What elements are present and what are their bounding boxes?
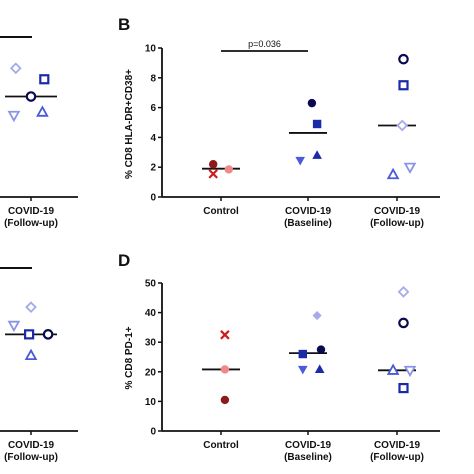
left-bottom-point-circle-open-3 <box>42 329 54 340</box>
left-bottom-point-triangle-down-open-1 <box>7 320 21 333</box>
panel-d-point-diamond-filled-3 <box>312 310 322 321</box>
panel-d-x-tick-label-line-1: (Baseline) <box>284 452 332 463</box>
panel-b-point-circle-open-7 <box>398 53 409 65</box>
panel-d-point-circle-filled-2 <box>220 395 230 405</box>
left-bottom-point-square-open-2 <box>24 329 35 340</box>
panel-d-point-triangle-down-open-11 <box>403 365 417 378</box>
panel-d-y-tick-label: 20 <box>145 367 157 378</box>
panel-b-y-tick-label: 8 <box>150 73 156 84</box>
panel-d-x-tick-label: COVID-19 (Baseline) <box>284 440 332 463</box>
left-bottom-x-tick-label-line-1: (Follow-up) <box>4 452 58 463</box>
panel-b-y-tick-label: 10 <box>145 44 157 55</box>
left-bottom-x-tick-label: COVID-19 (Follow-up) <box>4 440 58 463</box>
panel-b-point-x-1 <box>208 169 218 179</box>
panel-d-point-circle-filled-4 <box>316 345 326 354</box>
panel-b-x-tick-label-line-1: (Follow-up) <box>370 218 424 229</box>
left-top-panel: COVID-19 (Follow-up) <box>0 36 78 229</box>
panel-d-y-tick-label: 50 <box>145 279 157 290</box>
panel-b-point-triangle-down-open-10 <box>403 162 417 175</box>
panel-d-x-tick-label: COVID-19 (Follow-up) <box>370 440 424 463</box>
panel-d-x-tick-label-line-0: Control <box>203 440 239 451</box>
panel-b-x-tick-label: Control <box>203 206 239 217</box>
panel-b-y-tick-label: 0 <box>150 193 156 204</box>
panel-d-point-x-0 <box>220 330 230 340</box>
panel-b-point-triangle-up-open-11 <box>386 167 400 180</box>
panel-d-x-tick-label-line-1: (Follow-up) <box>370 452 424 463</box>
panel-d-point-triangle-up-filled-7 <box>314 364 325 374</box>
panel-b-y-tick-label: 2 <box>150 163 156 174</box>
panel-label-b: B <box>118 15 130 34</box>
panel-d-x-tick-label: Control <box>203 440 239 451</box>
left-top-point-triangle-down-open-3 <box>7 110 21 123</box>
panel-b-point-triangle-up-filled-6 <box>312 150 322 159</box>
panel-label-d: D <box>118 251 130 270</box>
left-bottom-x-tick-label-line-0: COVID-19 <box>8 440 55 451</box>
left-top-point-circle-open-2 <box>25 91 37 102</box>
panel-b-point-triangle-down-filled-5 <box>295 156 305 166</box>
left-bottom-panel: COVID-19 (Follow-up) <box>0 267 78 463</box>
panel-d-point-triangle-up-open-10 <box>386 363 400 375</box>
panel-b-x-tick-label-line-0: COVID-19 <box>374 206 421 217</box>
panel-b-x-tick-label-line-0: COVID-19 <box>285 206 332 217</box>
left-top-point-triangle-up-open-4 <box>36 105 49 117</box>
panel-b-point-circle-filled-0 <box>209 160 218 169</box>
left-top-x-tick-label-line-0: COVID-19 <box>8 206 55 217</box>
panel-b-x-tick-label-line-0: Control <box>203 206 239 217</box>
panel-d-y-tick-label: 10 <box>145 397 157 408</box>
left-bottom-point-diamond-open-0 <box>25 301 37 314</box>
panel-d-point-triangle-down-filled-6 <box>298 365 308 375</box>
panel-d-y-tick-label: 30 <box>145 338 157 349</box>
panel-b-y-axis-label: % CD8 HLA-DR+CD38+ <box>124 69 135 179</box>
panel-b-y-tick-label: 4 <box>150 133 156 144</box>
panel-d-x-tick-label-line-0: COVID-19 <box>285 440 332 451</box>
panel-d-point-square-open-12 <box>398 382 409 394</box>
panel-b-y-tick-label: 6 <box>150 103 156 114</box>
panel-d-point-circle-filled-1 <box>220 365 230 374</box>
panel-b-point-square-open-8 <box>398 80 409 91</box>
panel-b-point-circle-filled-3 <box>307 98 317 108</box>
panel-d-y-axis-label: % CD8 PD-1+ <box>124 326 135 389</box>
panel-d-y-tick-label: 0 <box>150 427 156 438</box>
panel-b-p-value: p=0.036 <box>248 39 281 49</box>
left-top-point-diamond-open-0 <box>9 62 22 75</box>
panel-d-point-circle-open-9 <box>398 317 409 329</box>
left-top-x-tick-label-line-1: (Follow-up) <box>4 218 58 229</box>
left-top-point-square-open-1 <box>39 74 50 85</box>
panel-b-point-square-filled-4 <box>312 119 322 129</box>
panel-b-x-tick-label: COVID-19 (Baseline) <box>284 206 332 229</box>
left-bottom-point-triangle-up-open-4 <box>24 348 38 361</box>
panel-d-y-tick-label: 40 <box>145 308 157 319</box>
panel-b-x-tick-label-line-1: (Baseline) <box>284 218 332 229</box>
panel-b-point-circle-filled-2 <box>224 165 233 174</box>
panel-d-point-diamond-open-8 <box>397 286 410 298</box>
panel-b-point-diamond-open-9 <box>396 119 409 132</box>
left-top-x-tick-label: COVID-19 (Follow-up) <box>4 206 58 229</box>
panel-d-x-tick-label-line-0: COVID-19 <box>374 440 421 451</box>
panel-d-point-square-filled-5 <box>298 349 307 359</box>
panel-b-x-tick-label: COVID-19 (Follow-up) <box>370 206 424 229</box>
